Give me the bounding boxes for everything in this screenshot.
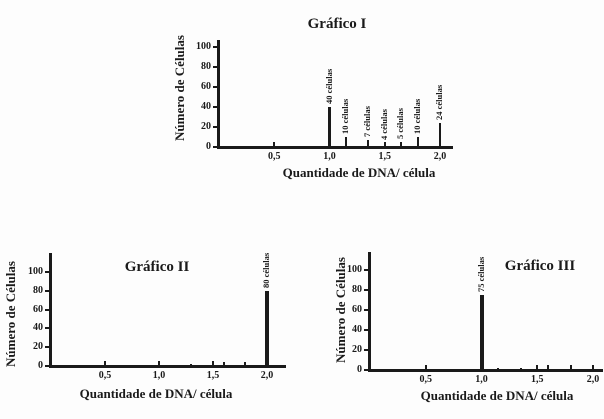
- y-axis-line: [49, 253, 52, 368]
- y-tick: [364, 309, 369, 311]
- x-tick-label: 0,5: [268, 151, 281, 162]
- x-tick: [212, 361, 214, 366]
- x-tick: [480, 365, 483, 370]
- x-axis-title: Quantidade de DNA/ célula: [282, 165, 436, 180]
- y-tick: [364, 329, 369, 331]
- spike-bar: [345, 137, 348, 147]
- spike-bar: [367, 140, 370, 147]
- y-tick: [45, 365, 50, 367]
- x-tick: [273, 142, 276, 147]
- x-tick-label: 2,0: [586, 374, 600, 385]
- chart-title: Gráfico II: [124, 259, 190, 276]
- chart-title: Gráfico III: [504, 258, 576, 275]
- y-tick: [213, 46, 218, 48]
- y-tick-label: 0: [357, 364, 362, 375]
- spike-bar: [547, 365, 550, 370]
- spike-label-text: 4 células: [378, 109, 389, 140]
- spike-label-text: 10 células: [411, 98, 422, 134]
- y-tick-label: 0: [206, 141, 211, 152]
- spike-bar: [244, 362, 247, 366]
- spike-label-text: 80 células: [261, 252, 271, 288]
- x-tick: [158, 361, 160, 366]
- y-tick: [364, 289, 369, 291]
- y-tick: [213, 66, 218, 68]
- y-tick: [45, 289, 50, 292]
- spike-bar: [497, 368, 500, 370]
- x-axis-line: [368, 369, 603, 372]
- spike-bar: [383, 143, 386, 147]
- x-tick-label: 2,0: [260, 370, 274, 381]
- x-tick: [439, 142, 441, 147]
- x-tick-label: 1,0: [475, 374, 488, 385]
- x-tick: [104, 361, 106, 366]
- x-tick: [328, 142, 331, 147]
- y-axis-line: [217, 40, 220, 149]
- x-tick: [592, 365, 594, 370]
- y-axis-title-text: Número de Células: [333, 257, 348, 363]
- spike-label-text: 24 células: [434, 84, 444, 120]
- spike-label-text: 7 células: [362, 106, 373, 137]
- x-tick-label: 1,0: [152, 370, 166, 381]
- x-tick: [536, 365, 539, 370]
- spike-bar: [400, 142, 403, 147]
- y-axis-title-text: Número de Células: [3, 261, 18, 367]
- y-tick: [213, 146, 218, 148]
- x-tick-label: 1,5: [206, 370, 220, 381]
- x-axis-title: Quantidade de DNA/ célula: [79, 386, 233, 401]
- x-axis-line: [49, 365, 286, 368]
- x-tick: [266, 361, 268, 366]
- spike-label-text: 40 células: [323, 68, 334, 104]
- x-tick-label: 2,0: [433, 151, 447, 162]
- x-tick-label: 1,0: [323, 151, 336, 162]
- y-tick: [364, 269, 369, 271]
- x-axis-title: Quantidade de DNA/ célula: [420, 388, 574, 403]
- spike-bar: [416, 137, 419, 147]
- spike-bar: [519, 368, 522, 370]
- x-tick-label: 0,5: [419, 374, 433, 385]
- y-tick: [45, 271, 50, 273]
- y-tick: [213, 86, 218, 88]
- x-tick: [383, 142, 386, 147]
- x-tick-label: 0,5: [98, 370, 112, 381]
- x-tick: [424, 365, 427, 370]
- spike-label-text: 10 células: [340, 98, 351, 134]
- y-axis-title-text: Número de Células: [172, 35, 187, 141]
- chart-title: Gráfico I: [307, 16, 367, 33]
- y-tick: [213, 106, 218, 108]
- y-tick: [213, 126, 218, 128]
- y-tick: [45, 346, 50, 349]
- y-tick: [45, 327, 50, 330]
- y-axis-line: [368, 252, 371, 372]
- spike-bar: [222, 362, 225, 366]
- y-tick: [364, 349, 369, 351]
- x-axis-line: [217, 146, 453, 149]
- spike-bar: [439, 123, 441, 147]
- x-tick-label: 1,5: [378, 151, 392, 162]
- spike-bar: [328, 107, 331, 147]
- spike-bar: [569, 365, 572, 370]
- spike-label-text: 5 células: [395, 108, 406, 139]
- spike-label-text: 75 células: [475, 256, 486, 292]
- x-tick-label: 1,5: [531, 374, 544, 385]
- y-tick: [45, 308, 50, 311]
- y-tick: [364, 369, 369, 371]
- spike-bar: [479, 295, 484, 370]
- spike-bar: [265, 290, 269, 366]
- spike-bar: [190, 364, 193, 366]
